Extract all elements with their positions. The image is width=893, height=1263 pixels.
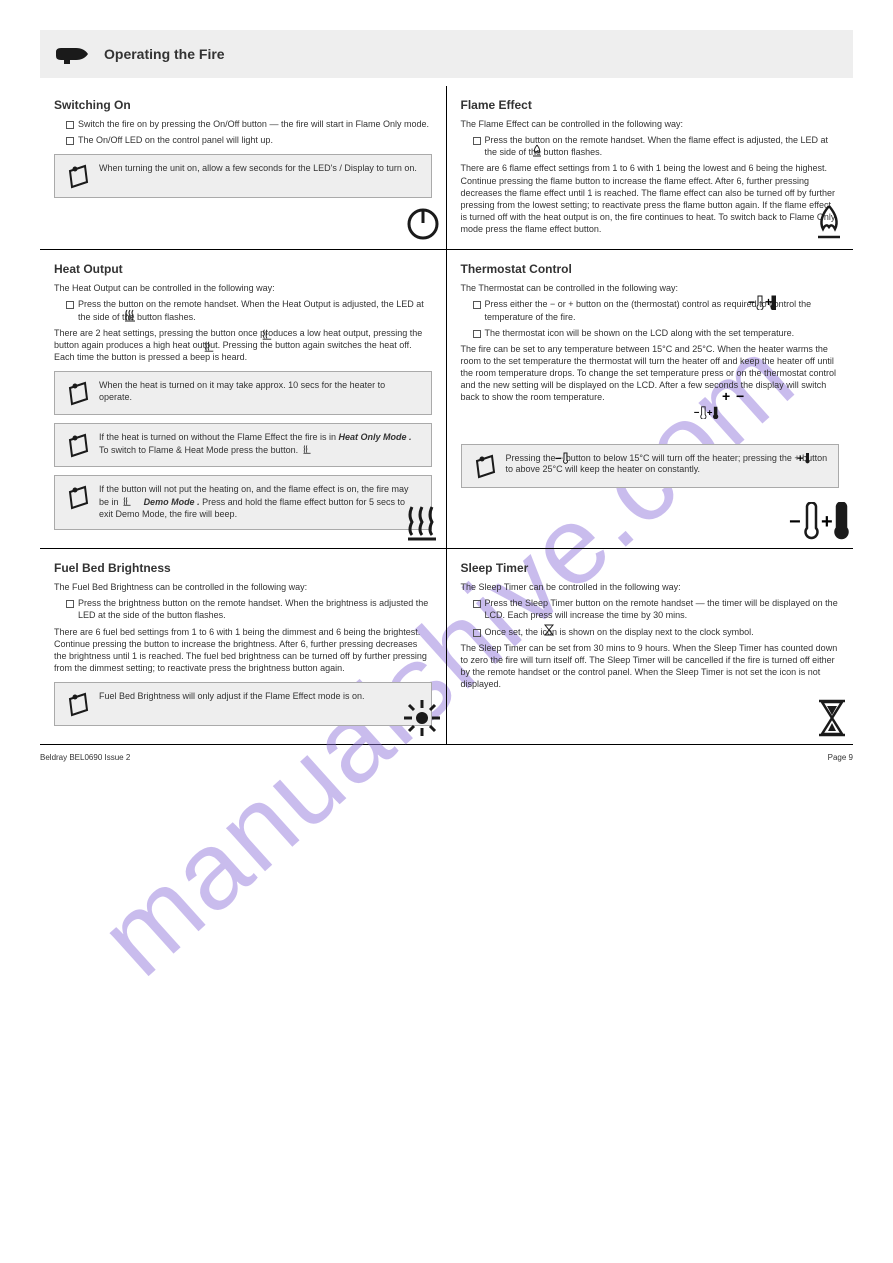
heat-icon bbox=[302, 444, 320, 458]
svg-text:+: + bbox=[707, 407, 713, 418]
body-text: There are 6 fuel bed settings from 1 to … bbox=[54, 626, 432, 675]
list-item: Switch the fire on by pressing the On/Of… bbox=[66, 118, 432, 130]
cell-heat-output: Heat Output The Heat Output can be contr… bbox=[40, 250, 447, 549]
sec-title: Heat Output bbox=[54, 262, 432, 276]
footer-right: Page 9 bbox=[828, 753, 853, 762]
flame-icon bbox=[809, 203, 849, 245]
intro-text: The Flame Effect can be controlled in th… bbox=[461, 118, 840, 130]
intro-text: The Heat Output can be controlled in the… bbox=[54, 282, 432, 294]
intro-text: The Sleep Timer can be controlled in the… bbox=[461, 581, 840, 593]
section-header: Operating the Fire bbox=[40, 30, 853, 78]
body-text: There are 6 flame effect settings from 1… bbox=[461, 162, 840, 235]
heat-icon bbox=[123, 308, 137, 325]
pin-note-icon bbox=[65, 484, 91, 510]
sec-title: Flame Effect bbox=[461, 98, 840, 112]
footer-left: Beldray BEL0690 Issue 2 bbox=[40, 753, 130, 762]
pin-note-icon bbox=[65, 163, 91, 189]
flame-icon bbox=[530, 144, 544, 161]
note-box: When turning the unit on, allow a few se… bbox=[54, 154, 432, 198]
intro-text: The Thermostat can be controlled in the … bbox=[461, 282, 840, 294]
cell-thermostat: Thermostat Control The Thermostat can be… bbox=[447, 250, 854, 549]
brightness-icon bbox=[402, 698, 442, 740]
note-box: If the button will not put the heating o… bbox=[54, 475, 432, 530]
heat-icon bbox=[203, 340, 215, 355]
page-container: Operating the Fire Switching On Switch t… bbox=[0, 0, 893, 782]
svg-text:+: + bbox=[797, 453, 803, 464]
cell-switch-on: Switching On Switch the fire on by press… bbox=[40, 86, 447, 250]
list-item: Press the brightness button on the remot… bbox=[66, 597, 432, 621]
thermostat-icon: −+ bbox=[748, 294, 776, 313]
body-text: The Sleep Timer can be set from 30 mins … bbox=[461, 642, 840, 691]
note-text: If the button will not put the heating o… bbox=[99, 484, 421, 521]
svg-text:−: − bbox=[555, 453, 561, 464]
svg-text:+: + bbox=[722, 391, 730, 403]
sec-title: Switching On bbox=[54, 98, 432, 112]
sec-title: Fuel Bed Brightness bbox=[54, 561, 432, 575]
thermostat-icon: − + bbox=[789, 502, 849, 544]
pin-note-icon bbox=[65, 380, 91, 406]
note-text: When the heat is turned on it may take a… bbox=[99, 380, 421, 403]
cell-brightness: Fuel Bed Brightness The Fuel Bed Brightn… bbox=[40, 549, 447, 744]
body-text: The fire can be set to any temperature b… bbox=[461, 343, 840, 404]
note-text: When turning the unit on, allow a few se… bbox=[99, 163, 417, 175]
list-item: Press either the − or + button on the (t… bbox=[473, 298, 840, 322]
hourglass-icon bbox=[544, 624, 554, 639]
svg-text:+: + bbox=[821, 511, 833, 533]
power-icon bbox=[404, 205, 442, 245]
temp-minus-icon: − bbox=[555, 452, 577, 468]
note-text: If the heat is turned on without the Fla… bbox=[99, 432, 421, 457]
note-box: When the heat is turned on it may take a… bbox=[54, 371, 432, 415]
svg-text:−: − bbox=[789, 511, 801, 533]
thermostat-icon: −+ bbox=[692, 405, 720, 422]
list-item: Once set, the icon is shown on the displ… bbox=[473, 626, 840, 638]
page-footer: Beldray BEL0690 Issue 2 Page 9 bbox=[40, 744, 853, 762]
note-box: If the heat is turned on without the Fla… bbox=[54, 423, 432, 467]
heat-icon bbox=[122, 496, 140, 510]
pin-note-icon bbox=[472, 453, 498, 479]
svg-text:−: − bbox=[694, 407, 700, 418]
note-box: Pressing the − button to below 15°C will… bbox=[461, 444, 840, 488]
note-text: Pressing the − button to below 15°C will… bbox=[506, 453, 829, 476]
list-item: Press the button on the remote handset. … bbox=[473, 134, 840, 158]
header-title: Operating the Fire bbox=[104, 46, 225, 62]
pin-note-icon bbox=[65, 432, 91, 458]
list-item: The thermostat icon will be shown on the… bbox=[473, 327, 840, 339]
list-item: Press the button on the remote handset. … bbox=[66, 298, 432, 322]
body-text: There are 2 heat settings, pressing the … bbox=[54, 327, 432, 363]
intro-text: The Fuel Bed Brightness can be controlle… bbox=[54, 581, 432, 593]
cell-flame-effect: Flame Effect The Flame Effect can be con… bbox=[447, 86, 854, 250]
svg-text:−: − bbox=[736, 391, 744, 403]
sec-title: Sleep Timer bbox=[461, 561, 840, 575]
note-box: Fuel Bed Brightness will only adjust if … bbox=[54, 682, 432, 726]
list-item: Press the Sleep Timer button on the remo… bbox=[473, 597, 840, 621]
pin-note-icon bbox=[65, 691, 91, 717]
temp-plus-icon: + bbox=[797, 452, 819, 468]
plus-minus-icon: +− bbox=[722, 391, 748, 406]
list-item: The On/Off LED on the control panel will… bbox=[66, 134, 432, 146]
note-text: Fuel Bed Brightness will only adjust if … bbox=[99, 691, 364, 703]
sec-title: Thermostat Control bbox=[461, 262, 840, 276]
pointing-hand-icon bbox=[54, 42, 90, 66]
hourglass-icon bbox=[815, 698, 849, 740]
heat-icon bbox=[261, 328, 273, 343]
heat-icon bbox=[402, 502, 442, 544]
cell-sleep-timer: Sleep Timer The Sleep Timer can be contr… bbox=[447, 549, 854, 744]
content-grid: Switching On Switch the fire on by press… bbox=[40, 86, 853, 744]
svg-text:−: − bbox=[748, 295, 755, 309]
